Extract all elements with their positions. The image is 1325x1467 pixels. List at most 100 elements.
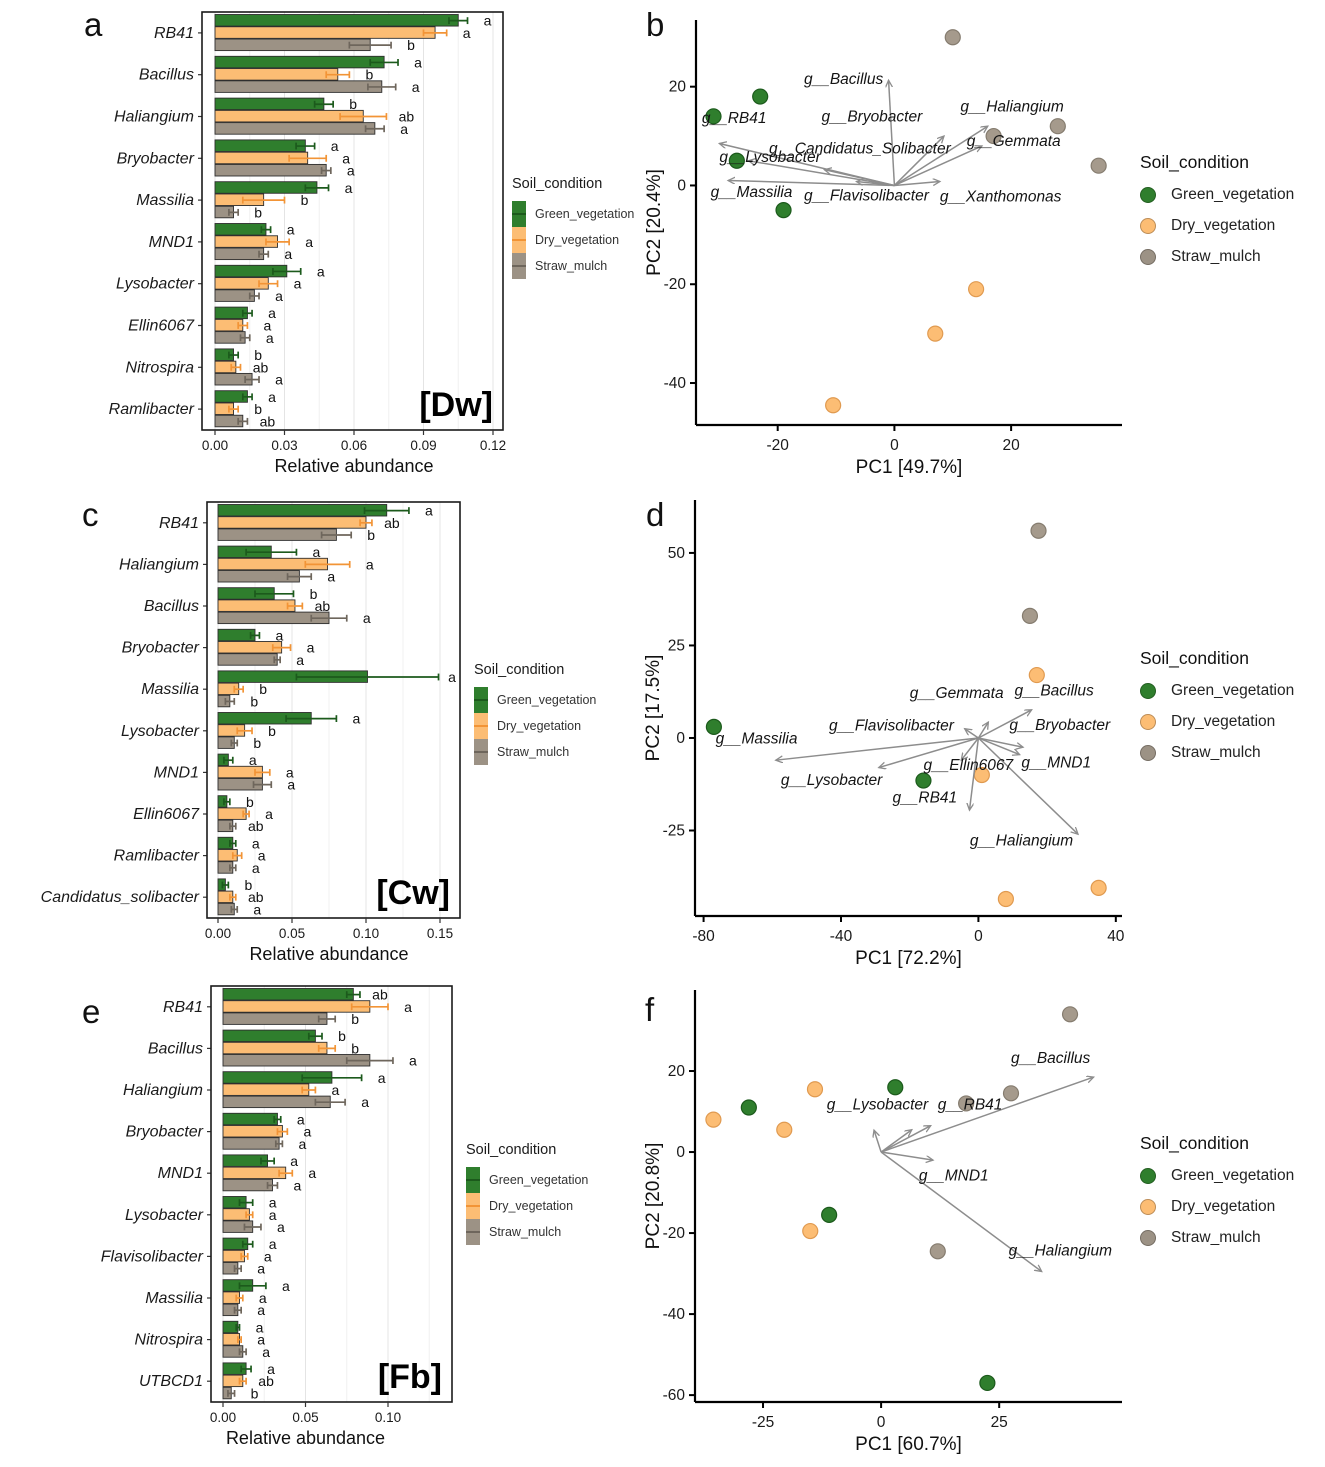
legend-swatch	[466, 1193, 480, 1219]
loading-label-g__Massilia: g__Massilia	[711, 184, 793, 201]
loading-label-g__Bacillus: g__Bacillus	[804, 71, 884, 88]
bar-e-Bacillus-Green_vegetation	[222, 1029, 316, 1043]
loading-label-g__Lysobacter: g__Lysobacter	[719, 149, 821, 166]
category-label-Haliangium: Haliangium	[119, 556, 199, 573]
loading-label-g__Bacillus: g__Bacillus	[1011, 1050, 1091, 1067]
sig-letter: ab	[253, 359, 269, 375]
panel-a-svg: RB41aabBacillusabaHaliangiumbabaBryobact…	[109, 11, 506, 476]
sig-letter: a	[249, 752, 257, 768]
bar-a-Bryobacter-Green_vegetation	[214, 139, 306, 152]
legend-soil-condition-dots-f: Soil_condition Green_vegetation Dry_veget…	[1140, 1133, 1294, 1247]
legend-item-Straw_mulch: Straw_mulch	[1140, 744, 1294, 762]
panel-c-svg: RB41aabbHaliangiumaaaBacillusbabaBryobac…	[41, 501, 461, 964]
y-axis-label: PC2 [17.5%]	[643, 655, 664, 762]
sig-letter: a	[252, 835, 260, 851]
loading-label-g__RB41: g__RB41	[938, 1097, 1003, 1114]
sig-letter: a	[284, 246, 292, 262]
bar-e-RB41-Dry_vegetation	[222, 1000, 371, 1013]
y-tick-label: 0	[676, 1144, 685, 1161]
legend-swatch	[512, 227, 526, 253]
legend-item-Dry_vegetation: Dry_vegetation	[1140, 217, 1294, 235]
legend-item-Green_vegetation: Green_vegetation	[1140, 682, 1294, 700]
sig-letter: ab	[399, 109, 415, 125]
legend-label: Green_vegetation	[489, 1173, 589, 1187]
bar-c-Bacillus-Dry_vegetation	[217, 599, 296, 612]
panel-letter-e: e	[82, 993, 101, 1030]
data-point-Dry_vegetation	[802, 1222, 819, 1240]
panel-e-svg: RB41ababBacillusbbaHaliangiumaaaBryobact…	[101, 985, 453, 1448]
sig-letter: a	[327, 569, 335, 585]
data-point-Straw_mulch	[929, 1243, 946, 1260]
sig-letter: a	[378, 1070, 386, 1086]
sig-letter: a	[303, 1124, 311, 1140]
category-label-Haliangium: Haliangium	[114, 109, 194, 126]
sig-letter: b	[251, 1385, 259, 1401]
loading-arrow-g__MND1	[880, 1151, 933, 1160]
loading-arrow-g__Lysobacter	[749, 161, 895, 187]
sig-letter: a	[264, 1248, 272, 1264]
bar-e-Bryobacter-Dry_vegetation	[222, 1125, 283, 1138]
x-tick-label: 0.10	[375, 1410, 401, 1425]
legend-item-Green_vegetation: Green_vegetation	[1140, 186, 1294, 204]
loading-label-g__Bryobacter: g__Bryobacter	[821, 108, 923, 125]
legend-item-Dry_vegetation: Dry_vegetation	[1140, 713, 1294, 731]
legend-items: Green_vegetation Dry_vegetation Straw_mulc…	[1140, 682, 1294, 762]
legend-item-Dry_vegetation: Dry_vegetation	[474, 713, 596, 739]
sig-letter: a	[268, 389, 276, 405]
legend-label: Straw_mulch	[535, 259, 608, 273]
x-tick-label: 0.10	[353, 926, 379, 941]
sig-letter: a	[331, 138, 339, 154]
data-point-Straw_mulch	[944, 29, 961, 46]
legend-swatch	[512, 201, 526, 227]
sig-letter: a	[484, 13, 492, 29]
category-label-Flavisolibacter: Flavisolibacter	[101, 1248, 204, 1265]
panel-f-pca-biplot: g__Bacillus g__Lysobacter g__RB41 g__MND1 g_…	[640, 980, 1185, 1467]
loading-label-g__Ellin6067: g__Ellin6067	[923, 757, 1014, 774]
data-point-Straw_mulch	[1021, 607, 1039, 624]
plot-border	[201, 11, 504, 431]
category-label-Bryobacter: Bryobacter	[122, 640, 200, 657]
bar-a-RB41-Dry_vegetation	[214, 26, 436, 39]
sig-letter: b	[254, 204, 262, 220]
category-label-Massilia: Massilia	[141, 681, 199, 698]
legend-label: Green_vegetation	[1171, 1167, 1295, 1184]
sig-letter: a	[425, 503, 433, 519]
sig-letter: a	[305, 234, 313, 250]
loading-label-g__Gemmata: g__Gemmata	[910, 685, 1004, 702]
y-tick-label: 20	[669, 79, 687, 96]
sig-letter: a	[290, 1153, 298, 1169]
x-tick-label: 0.15	[427, 926, 453, 941]
legend-dot-icon	[1140, 187, 1156, 203]
legend-label: Dry_vegetation	[535, 233, 620, 247]
sig-letter: b	[301, 192, 309, 208]
bar-a-MND1-Straw_mulch	[214, 247, 265, 261]
legend-soil-condition-dots-b: Soil_condition Green_vegetation Dry_veget…	[1140, 152, 1294, 266]
legend-label: Dry_vegetation	[497, 719, 582, 733]
data-point-Green_vegetation	[752, 88, 769, 105]
sig-letter: a	[342, 150, 350, 166]
legend-label: Dry_vegetation	[1171, 217, 1276, 234]
sig-letter: ab	[260, 413, 276, 429]
sig-letter: a	[266, 330, 274, 346]
sig-letter: b	[268, 723, 276, 739]
y-tick-label: -40	[664, 375, 687, 392]
legend-label: Green_vegetation	[1171, 682, 1295, 699]
sig-letter: a	[269, 1207, 277, 1223]
sig-letter: a	[275, 288, 283, 304]
category-label-RB41: RB41	[163, 999, 203, 1016]
legend-item-Green_vegetation: Green_vegetation	[1140, 1167, 1294, 1185]
category-label-Ellin6067: Ellin6067	[128, 318, 195, 335]
category-label-Bacillus: Bacillus	[148, 1040, 203, 1057]
legend-item-Straw_mulch: Straw_mulch	[1140, 1229, 1294, 1247]
sig-letter: a	[257, 1332, 265, 1348]
legend-label: Straw_mulch	[497, 745, 570, 759]
bar-a-RB41-Green_vegetation	[214, 14, 459, 27]
bar-a-Bacillus-Green_vegetation	[214, 55, 385, 69]
loading-arrow-g__Gemmata	[977, 722, 988, 739]
category-label-Candidatus_solibacter: Candidatus_solibacter	[41, 889, 200, 906]
legend-title: Soil_condition	[1140, 152, 1249, 172]
sig-letter: a	[257, 1302, 265, 1318]
x-tick-label: 40	[1107, 928, 1125, 945]
bar-e-Bryobacter-Straw_mulch	[222, 1137, 280, 1150]
legend-items: Green_vegetation Dry_vegetation Straw_mulc…	[1140, 1167, 1294, 1247]
